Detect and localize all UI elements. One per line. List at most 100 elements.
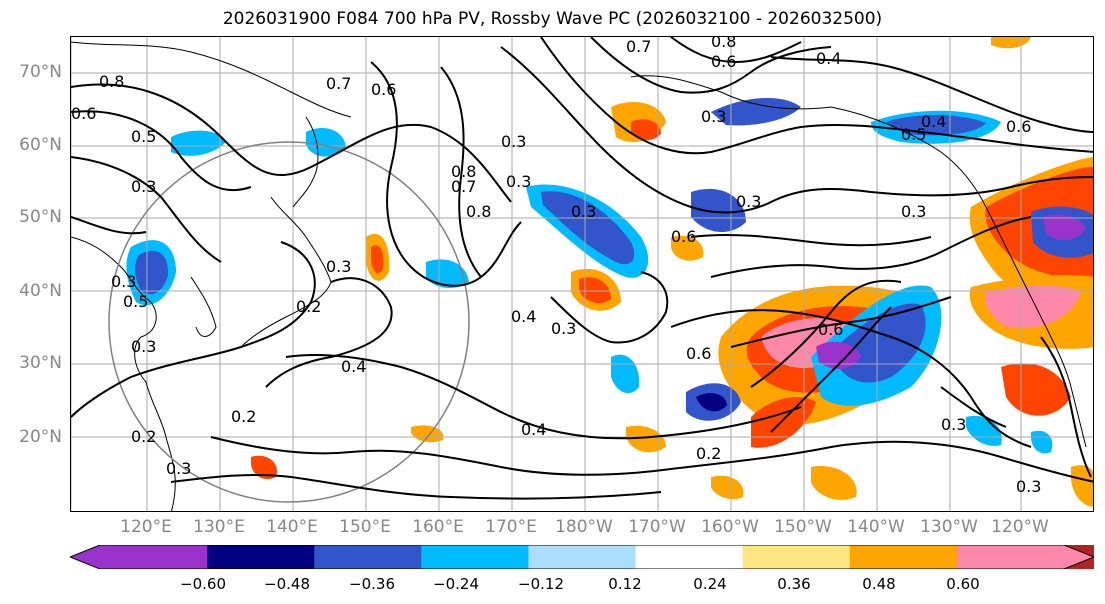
contour-label: 0.6 bbox=[671, 227, 696, 246]
colorbar-tick: −0.24 bbox=[433, 575, 479, 593]
contour-label: 0.3 bbox=[131, 177, 156, 196]
chart-title: 2026031900 F084 700 hPa PV, Rossby Wave … bbox=[222, 9, 883, 29]
anomaly-warm-area bbox=[711, 475, 744, 500]
anomaly-cold-area bbox=[306, 128, 346, 157]
anomaly-warm-area bbox=[371, 245, 384, 274]
contour-labels: 0.8 0.7 0.6 0.8 0.6 0.5 0.3 0.7 0.8 0.6 … bbox=[71, 37, 1041, 496]
anomaly-cold-area bbox=[816, 341, 861, 369]
colorbar-tick: 0.48 bbox=[862, 575, 896, 593]
lon-label-160e: 160°E bbox=[412, 517, 464, 537]
contour-label: 0.6 bbox=[711, 52, 736, 71]
colorbar-segment bbox=[421, 545, 529, 569]
contour-label: 0.3 bbox=[506, 172, 531, 191]
lon-label-150e: 150°E bbox=[339, 517, 391, 537]
pv-contours bbox=[71, 37, 1093, 500]
contour-label: 0.3 bbox=[901, 202, 926, 221]
lon-label-170w: 170°W bbox=[628, 517, 686, 537]
anomaly-warm-area bbox=[1001, 363, 1071, 416]
contour-label: 0.4 bbox=[521, 420, 546, 439]
coastline-east-asia bbox=[71, 236, 176, 511]
contour-label: 0.2 bbox=[696, 444, 721, 463]
colorbar-segment bbox=[207, 545, 315, 569]
contour-label: 0.4 bbox=[341, 357, 366, 376]
lon-label-160w: 160°W bbox=[701, 517, 759, 537]
lon-label-140w: 140°W bbox=[847, 517, 905, 537]
contour-label: 0.3 bbox=[501, 132, 526, 151]
anomaly-cold-area bbox=[1043, 214, 1086, 241]
lat-label-40n: 40°N bbox=[19, 281, 62, 301]
contour-label: 0.3 bbox=[326, 257, 351, 276]
colorbar-segments bbox=[70, 545, 1094, 569]
anomaly-cold-area bbox=[966, 415, 1002, 446]
anomaly-warm-area bbox=[671, 235, 704, 261]
anomaly-warm-area bbox=[626, 425, 666, 453]
contour-label: 0.8 bbox=[711, 37, 736, 51]
anomaly-warm-area bbox=[751, 397, 816, 448]
colorbar-tick: 0.12 bbox=[608, 575, 642, 593]
contour-label: 0.5 bbox=[123, 292, 148, 311]
anomaly-warm-area bbox=[631, 119, 661, 141]
anomaly-warm-area bbox=[991, 37, 1031, 49]
coastline-kamchatka bbox=[292, 116, 319, 208]
colorbar-tick: −0.60 bbox=[180, 575, 226, 593]
lon-label-150w: 150°W bbox=[774, 517, 832, 537]
colorbar-tick: −0.12 bbox=[518, 575, 564, 593]
contour-label: 0.3 bbox=[736, 192, 761, 211]
contour-label: 0.2 bbox=[296, 297, 321, 316]
lon-label-130w: 130°W bbox=[920, 517, 978, 537]
contour-label: 0.6 bbox=[371, 80, 396, 99]
colorbar-segment bbox=[635, 545, 744, 569]
colorbar-tick: 0.36 bbox=[777, 575, 811, 593]
contour-label: 0.2 bbox=[131, 427, 156, 446]
anomaly-cold-area bbox=[691, 188, 746, 233]
anomaly-cold-area bbox=[696, 393, 727, 412]
contour-label: 0.7 bbox=[626, 37, 651, 56]
coastline-japan bbox=[240, 196, 332, 348]
contour-label: 0.7 bbox=[326, 74, 351, 93]
contour-label: 0.8 bbox=[99, 72, 124, 91]
colorbar-tick: −0.48 bbox=[264, 575, 310, 593]
lat-label-70n: 70°N bbox=[19, 62, 62, 82]
contour-label: 0.2 bbox=[231, 407, 256, 426]
lon-label-180w: 180°W bbox=[555, 517, 613, 537]
lat-label-60n: 60°N bbox=[19, 135, 62, 155]
contour-label: 0.3 bbox=[551, 319, 576, 338]
contour-label: 0.3 bbox=[701, 107, 726, 126]
lon-label-120w: 120°W bbox=[991, 517, 1049, 537]
coastline-north-america bbox=[985, 206, 1087, 448]
contour-label: 0.6 bbox=[71, 104, 96, 123]
coastline-siberia bbox=[71, 41, 352, 118]
coastline-alaska bbox=[630, 75, 987, 208]
anomaly-cold-area bbox=[1031, 430, 1053, 454]
colorbar-segment bbox=[956, 545, 1094, 569]
colorbar-segment bbox=[70, 545, 208, 569]
lon-label-120e: 120°E bbox=[120, 517, 172, 537]
contour-label: 0.7 bbox=[451, 177, 476, 196]
coastline-korea bbox=[190, 276, 217, 337]
lon-label-170e: 170°E bbox=[485, 517, 537, 537]
contour-label: 0.4 bbox=[816, 49, 841, 68]
anomaly-cold-area bbox=[711, 97, 801, 126]
lon-label-130e: 130°E bbox=[193, 517, 245, 537]
colorbar-segment bbox=[849, 545, 958, 569]
map-canvas: 0.8 0.7 0.6 0.8 0.6 0.5 0.3 0.7 0.8 0.6 … bbox=[71, 37, 1093, 511]
anomaly-warm-area bbox=[251, 455, 277, 480]
great-circle-marker bbox=[108, 141, 470, 503]
anomaly-warm-area bbox=[411, 425, 444, 443]
anomaly-cold-area bbox=[135, 250, 169, 295]
contour-label: 0.5 bbox=[901, 125, 926, 144]
anomaly-cold-area bbox=[611, 354, 640, 394]
lat-label-50n: 50°N bbox=[19, 207, 62, 227]
anomaly-cold-area bbox=[171, 130, 226, 156]
colorbar-segment bbox=[742, 545, 851, 569]
colorbar-tick: 0.60 bbox=[946, 575, 980, 593]
colorbar-tick: −0.36 bbox=[349, 575, 395, 593]
contour-label: 0.4 bbox=[921, 112, 946, 131]
contour-label: 0.3 bbox=[571, 202, 596, 221]
contour-label: 0.3 bbox=[111, 272, 136, 291]
pv-anomaly-fill bbox=[126, 37, 1093, 507]
colorbar-tick: 0.24 bbox=[693, 575, 727, 593]
map-panel[interactable]: 0.8 0.7 0.6 0.8 0.6 0.5 0.3 0.7 0.8 0.6 … bbox=[70, 36, 1094, 512]
contour-label: 0.3 bbox=[941, 415, 966, 434]
contour-label: 0.5 bbox=[131, 127, 156, 146]
